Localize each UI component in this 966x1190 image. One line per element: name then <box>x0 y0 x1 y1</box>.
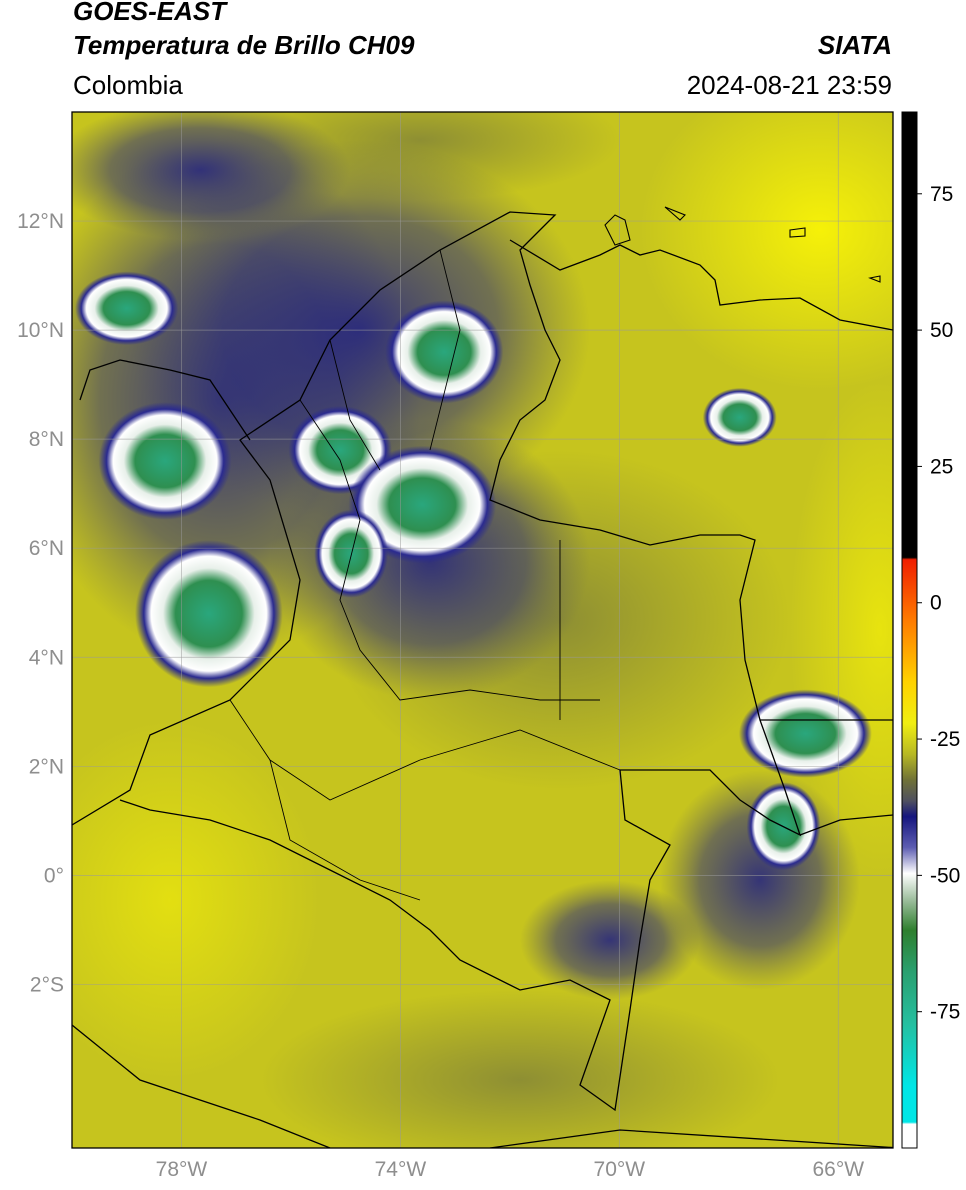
venezuela-coast <box>509 239 893 331</box>
warm-area-northeast <box>640 112 893 390</box>
dept-border-cesar <box>429 249 461 451</box>
storm-cell-0 <box>75 271 179 346</box>
colorbar: 75 50 25 0 -25 -50 -75 <box>901 111 960 1149</box>
dept-border-andes <box>299 399 600 701</box>
colorbar-labels: 75 50 25 0 -25 -50 -75 <box>917 183 960 1024</box>
warm-area-pacific <box>72 720 320 1080</box>
storm-cells <box>75 271 872 871</box>
satellite-title: GOES-EAST <box>73 0 227 26</box>
dept-border-huila <box>229 699 421 801</box>
colorbar-tick-label-5: -50 <box>930 864 960 887</box>
colorbar-tick-label-4: -25 <box>930 728 960 751</box>
convective-band-caribbean <box>72 112 350 240</box>
region-label: Colombia <box>73 70 183 100</box>
island-curacao <box>664 206 686 221</box>
lon-tick-label-2: 70°W <box>594 1158 646 1181</box>
dept-border-meta <box>419 729 621 771</box>
lat-tick-label-5: 2°N <box>29 755 64 778</box>
storm-cell-7 <box>702 387 777 447</box>
map-panel <box>72 112 893 1148</box>
lat-tick-label-2: 8°N <box>29 428 64 451</box>
colorbar-tick-label-0: 75 <box>930 183 953 206</box>
colorbar-tick-label-3: 0 <box>930 592 942 615</box>
colorbar-tick-label-2: 25 <box>930 455 953 478</box>
storm-cell-4 <box>385 300 504 404</box>
storm-cell-9 <box>738 689 872 778</box>
timestamp-label: 2024-08-21 23:59 <box>686 70 892 100</box>
colorbar-tick-label-1: 50 <box>930 319 953 342</box>
department-borders <box>229 249 621 901</box>
map-frame <box>71 111 894 1149</box>
lat-tick-label-7: 2°S <box>30 973 64 996</box>
lon-tick-label-3: 66°W <box>812 1158 864 1181</box>
island-margarita <box>789 227 806 238</box>
colorbar-tick-label-6: -75 <box>930 1001 960 1024</box>
brazil-border <box>799 814 893 836</box>
storm-cell-2 <box>134 540 283 688</box>
lat-tick-label-1: 10°N <box>17 319 64 342</box>
product-title: Temperatura de Brillo CH09 <box>73 30 415 60</box>
storm-cell-5 <box>348 445 497 564</box>
lon-tick-label-0: 78°W <box>156 1158 208 1181</box>
convective-band-amazon <box>520 880 700 1000</box>
dept-border-caqueta <box>269 759 421 901</box>
lon-tick-label-1: 74°W <box>375 1158 427 1181</box>
dept-border-bolivar <box>329 339 381 471</box>
lat-tick-label-3: 6°N <box>29 537 64 560</box>
storm-cell-1 <box>98 402 232 520</box>
longitude-labels: 78°W 74°W 70°W 66°W <box>156 1158 865 1181</box>
lat-tick-label-6: 0° <box>44 864 64 887</box>
islands <box>604 206 881 283</box>
ecuador-peru-border <box>72 1024 331 1148</box>
southern-border <box>489 1129 893 1148</box>
lat-tick-label-4: 4°N <box>29 646 64 669</box>
lat-tick-label-0: 12°N <box>17 210 64 233</box>
cool-area-south <box>260 990 780 1148</box>
colorbar-scale <box>901 111 918 1149</box>
brand-label: SIATA <box>817 30 892 60</box>
graticule <box>72 112 893 1148</box>
panama-isthmus <box>79 359 251 441</box>
island-aruba <box>604 214 631 246</box>
latitude-labels: 12°N 10°N 8°N 6°N 4°N 2°N 0° 2°S <box>17 210 64 996</box>
island-tobago <box>868 275 881 283</box>
